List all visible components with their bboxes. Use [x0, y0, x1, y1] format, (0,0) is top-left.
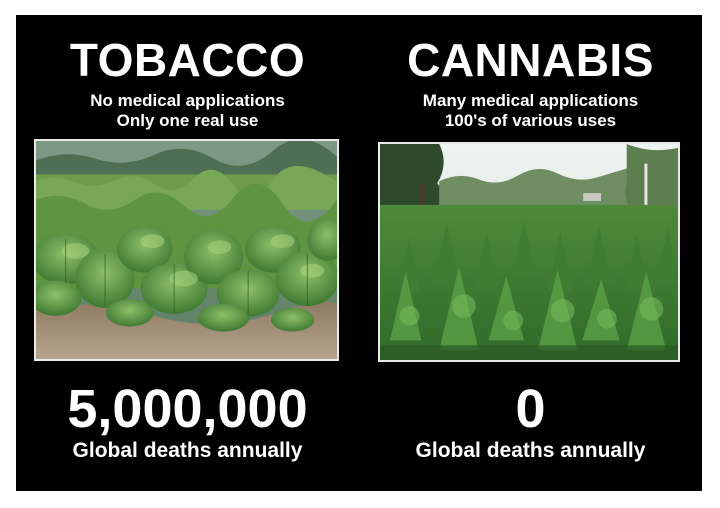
tobacco-subtitle-line2: Only one real use [116, 111, 259, 130]
tobacco-field-photo [34, 139, 339, 361]
cannabis-subtitle-line1: Many medical applications [422, 91, 639, 110]
tobacco-death-count: 5,000,000 [67, 379, 308, 439]
tobacco-subtitle-line1: No medical applications [90, 91, 285, 110]
poster: TOBACCO No medical applications Only one… [16, 15, 702, 491]
cannabis-field-photo [378, 142, 680, 362]
tobacco-field-image [36, 141, 337, 359]
cannabis-death-count: 0 [515, 379, 546, 439]
cannabis-field-image [380, 144, 678, 360]
tobacco-death-label: Global deaths annually [72, 439, 303, 462]
cannabis-title: CANNABIS [407, 34, 654, 86]
tobacco-column: TOBACCO No medical applications Only one… [16, 15, 359, 491]
cannabis-death-label: Global deaths annually [415, 439, 646, 462]
tobacco-title: TOBACCO [69, 34, 306, 86]
cannabis-subtitle-line2: 100's of various uses [444, 111, 617, 130]
cannabis-column: CANNABIS Many medical applications 100's… [359, 15, 702, 491]
